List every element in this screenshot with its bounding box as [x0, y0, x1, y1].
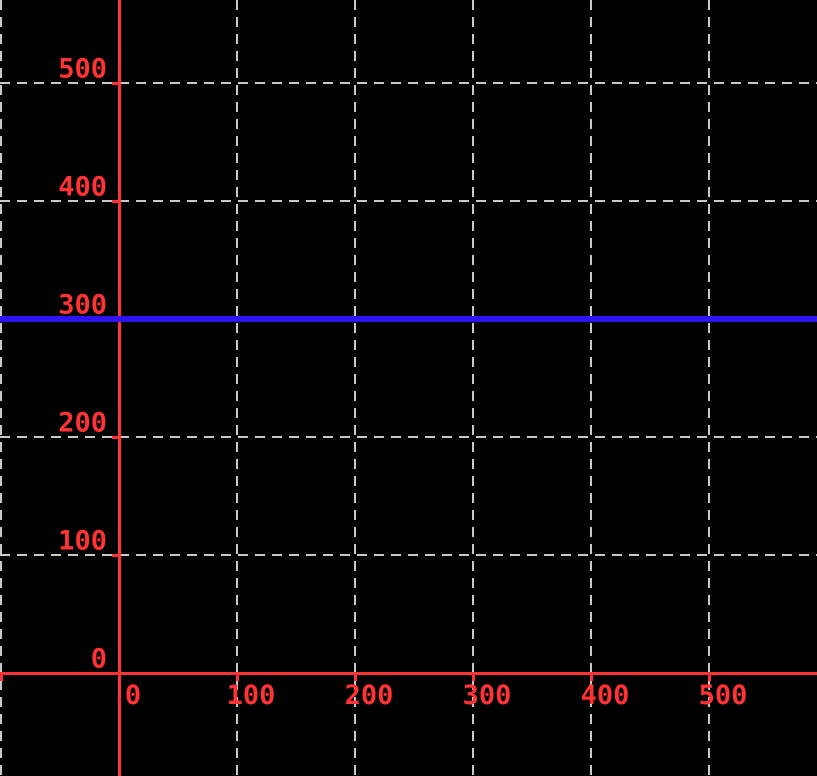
x-tick: [708, 673, 711, 681]
x-tick: [590, 673, 593, 681]
y-tick-label: 0: [90, 643, 107, 675]
y-tick: [112, 554, 120, 557]
x-tick-label: 400: [580, 680, 630, 711]
y-tick: [112, 200, 120, 203]
y-gridline: [0, 436, 817, 438]
x-tick: [472, 673, 475, 681]
y-tick: [112, 436, 120, 439]
x-gridline: [708, 0, 710, 776]
x-gridline: [0, 0, 2, 776]
x-tick-label: 0: [124, 680, 142, 711]
x-tick: [354, 673, 357, 681]
x-gridline: [354, 0, 356, 776]
x-gridline: [472, 0, 474, 776]
y-tick: [112, 672, 120, 675]
data-hline: [0, 316, 817, 322]
y-gridline: [0, 554, 817, 556]
x-tick-label: 100: [226, 680, 276, 711]
y-gridline: [0, 82, 817, 84]
x-tick-label: 500: [698, 680, 748, 711]
x-gridline: [590, 0, 592, 776]
y-tick-label: 100: [58, 525, 107, 557]
y-gridline: [0, 200, 817, 202]
y-axis: [118, 0, 121, 776]
x-tick: [0, 673, 3, 681]
y-tick-label: 200: [58, 407, 107, 439]
y-tick: [112, 82, 120, 85]
y-tick-label: 300: [58, 289, 107, 321]
x-axis: [0, 672, 817, 675]
y-tick-label: 500: [58, 53, 107, 85]
x-tick: [236, 673, 239, 681]
x-tick-label: 300: [462, 680, 512, 711]
x-gridline: [236, 0, 238, 776]
x-tick: [118, 673, 121, 681]
x-tick-label: 200: [344, 680, 394, 711]
y-tick-label: 400: [58, 171, 107, 203]
